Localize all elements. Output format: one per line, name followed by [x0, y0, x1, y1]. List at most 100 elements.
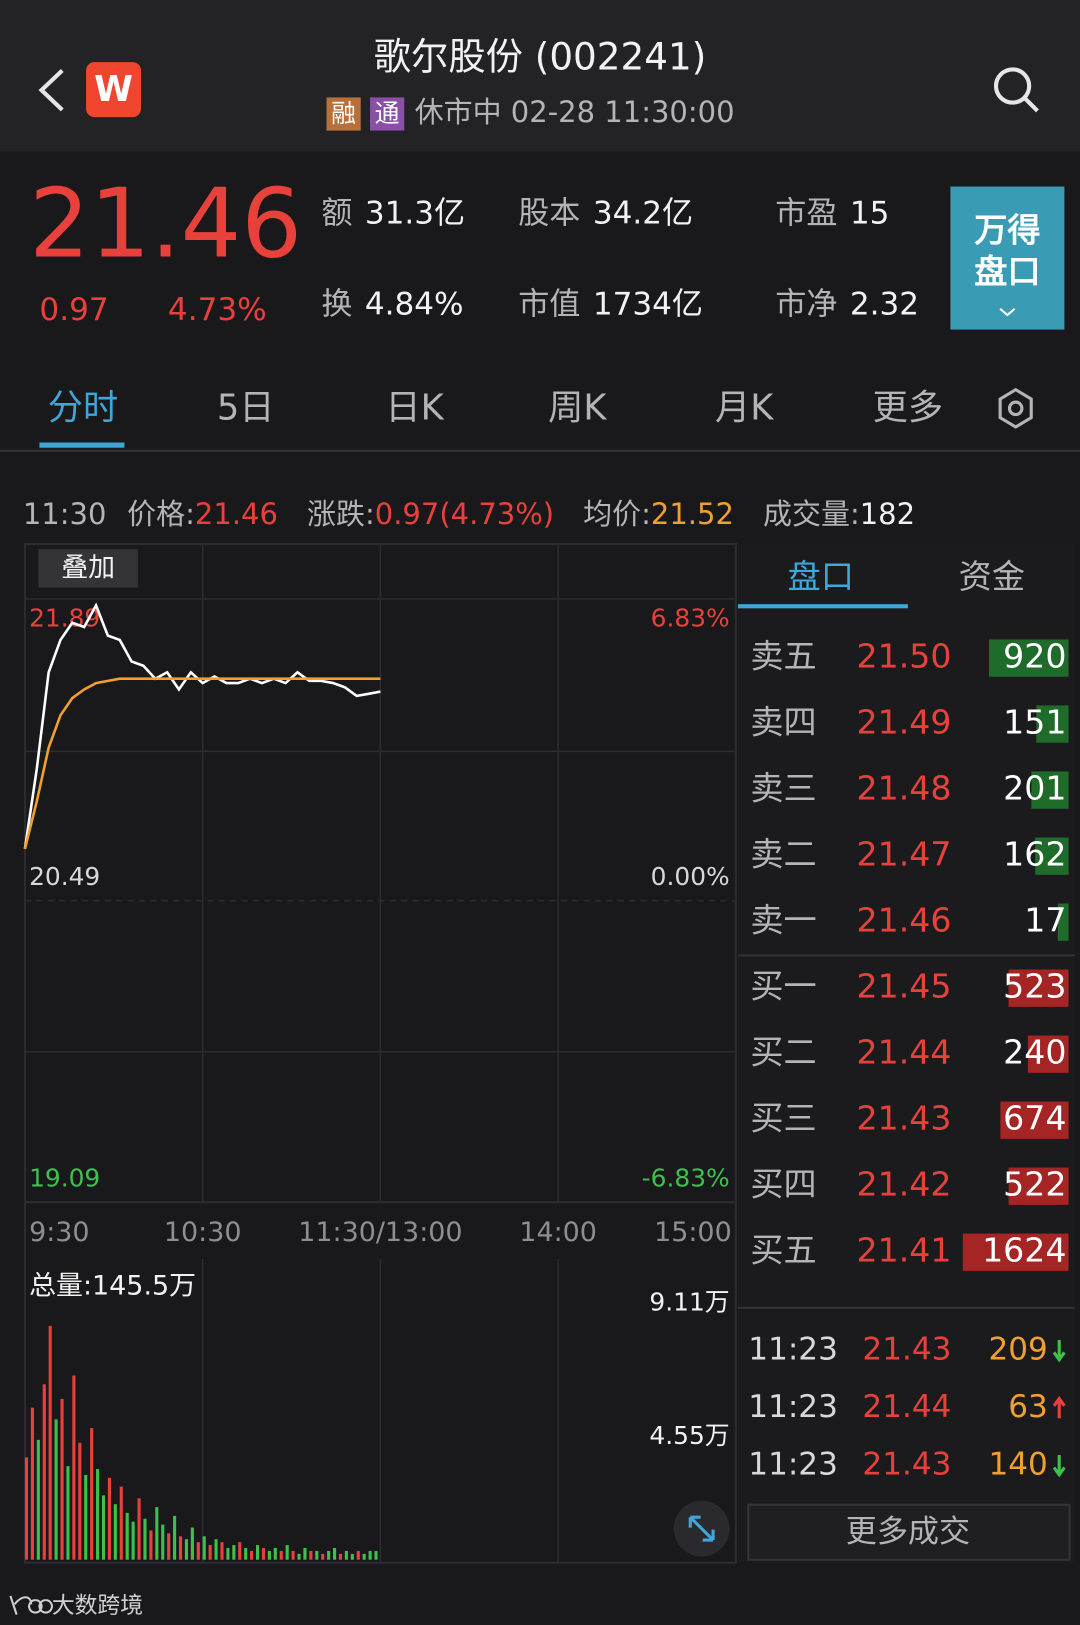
- badge: [370, 97, 405, 131]
- volume-bar: [309, 1550, 313, 1560]
- book-label: 买五: [750, 1231, 816, 1270]
- book-price: 21.47: [857, 835, 952, 874]
- expand-icon: [688, 1515, 715, 1542]
- info-line: 11:30 价格:21.46 涨跌:0.97(4.73%) 均价:21.52 成交量:1…: [23, 497, 915, 531]
- more-trades-button[interactable]: [747, 1503, 1071, 1561]
- volume-bar: [48, 1325, 52, 1560]
- volume-bar: [226, 1548, 230, 1560]
- stock-title: 歌尔股份 (002241): [374, 35, 707, 79]
- volume-bar: [42, 1384, 46, 1560]
- badge: [326, 97, 361, 131]
- chart-tab[interactable]: 月K: [715, 387, 774, 428]
- book-tab[interactable]: 资金: [959, 557, 1025, 596]
- watermark-logo: [9, 1595, 53, 1615]
- overlay-button[interactable]: [38, 549, 138, 588]
- volume-bar: [84, 1474, 88, 1560]
- volume-bar: [155, 1507, 159, 1560]
- volume-bar: [344, 1550, 348, 1560]
- settings-button[interactable]: [998, 387, 1033, 429]
- book-volume: 522: [1003, 1165, 1066, 1204]
- app-logo: [86, 62, 142, 118]
- volume-bar: [291, 1550, 295, 1560]
- book-volume: 1624: [982, 1231, 1066, 1270]
- volume-bar: [72, 1375, 76, 1560]
- volume-bar: [250, 1550, 254, 1560]
- x-tick-label: 10:30: [164, 1217, 242, 1248]
- depth-bar: [1057, 903, 1069, 941]
- stat: 市值 1734亿: [518, 287, 703, 323]
- volume-bar: [255, 1545, 260, 1560]
- book-tab[interactable]: 盘口: [788, 557, 854, 596]
- volume-bar: [214, 1539, 218, 1560]
- volume-bar: [333, 1548, 337, 1560]
- volume-bar: [368, 1550, 372, 1560]
- info-label: 成交量:: [763, 497, 860, 531]
- book-label: 买三: [750, 1099, 816, 1138]
- volume-bar: [36, 1439, 40, 1560]
- last-price: 21.46: [29, 169, 302, 279]
- stat-value: 2.32: [850, 287, 919, 323]
- search-button[interactable]: [993, 67, 1039, 113]
- stat-value: 34.2亿: [593, 196, 693, 232]
- info-volume: 182: [860, 497, 915, 531]
- volume-bar: [315, 1550, 319, 1560]
- x-tick-label: 9:30: [29, 1217, 89, 1248]
- book-volume: 523: [1003, 967, 1066, 1006]
- depth-bar: [1031, 771, 1069, 809]
- trade-price: 21.43: [862, 1446, 951, 1482]
- info-time: 11:30: [23, 497, 107, 531]
- book-price: 21.49: [857, 703, 952, 742]
- book-label: 卖一: [750, 901, 816, 940]
- trade-volume: 140: [988, 1446, 1047, 1482]
- stat: 额 31.3亿: [321, 196, 465, 232]
- trade-arrow: [1052, 1455, 1066, 1478]
- info-label: 均价:: [583, 497, 651, 531]
- volume-bar: [24, 1457, 29, 1560]
- volume-bar: [190, 1527, 194, 1560]
- back-button[interactable]: [38, 68, 64, 112]
- depth-bar: [1036, 705, 1069, 743]
- volume-bar: [107, 1477, 111, 1560]
- chart-tab[interactable]: 日K: [385, 387, 444, 428]
- trade-volume: 209: [988, 1331, 1047, 1367]
- book-volume: 162: [1003, 835, 1066, 874]
- volume-bar: [113, 1504, 117, 1560]
- volume-bar: [149, 1530, 153, 1560]
- volume-bar: [96, 1469, 100, 1560]
- depth-bar: [1035, 837, 1069, 875]
- info-avg: 21.52: [651, 497, 734, 531]
- volume-bar: [279, 1550, 283, 1560]
- volume-bar: [244, 1548, 248, 1560]
- book-label: 买二: [750, 1033, 816, 1072]
- depth-bar: [1008, 1167, 1069, 1205]
- chart-tab[interactable]: 周K: [548, 387, 607, 428]
- volume-bar: [54, 1419, 58, 1560]
- chart-tab[interactable]: 更多: [873, 387, 943, 428]
- book-volume: 240: [1003, 1033, 1066, 1072]
- volume-bar: [297, 1553, 301, 1560]
- order-book-panel: [737, 544, 1075, 1563]
- stat-value: 31.3亿: [365, 196, 465, 232]
- chart-tab[interactable]: 分时: [48, 387, 118, 428]
- depth-bar: [1000, 1101, 1069, 1139]
- wind-button[interactable]: [950, 186, 1065, 330]
- volume-bar: [327, 1550, 331, 1560]
- volume-bar: [119, 1486, 123, 1560]
- price-change-pct: 4.73%: [168, 292, 267, 328]
- volume-bar: [125, 1512, 129, 1560]
- x-tick-label: 11:30/13:00: [298, 1217, 462, 1248]
- volume-bar: [208, 1545, 212, 1560]
- y-tick-label: 20.49: [29, 862, 100, 891]
- chart-tab[interactable]: 5日: [217, 387, 275, 428]
- depth-bar: [1008, 969, 1069, 1007]
- volume-bar: [267, 1550, 271, 1560]
- stat: 股本 34.2亿: [518, 196, 693, 232]
- volume-bar: [143, 1518, 147, 1560]
- info-label: 价格:: [127, 497, 195, 531]
- trade-time: 11:23: [748, 1389, 838, 1425]
- book-label: 卖三: [750, 769, 816, 808]
- price-change: 0.97: [39, 292, 108, 328]
- stat-label: 市盈: [775, 196, 837, 232]
